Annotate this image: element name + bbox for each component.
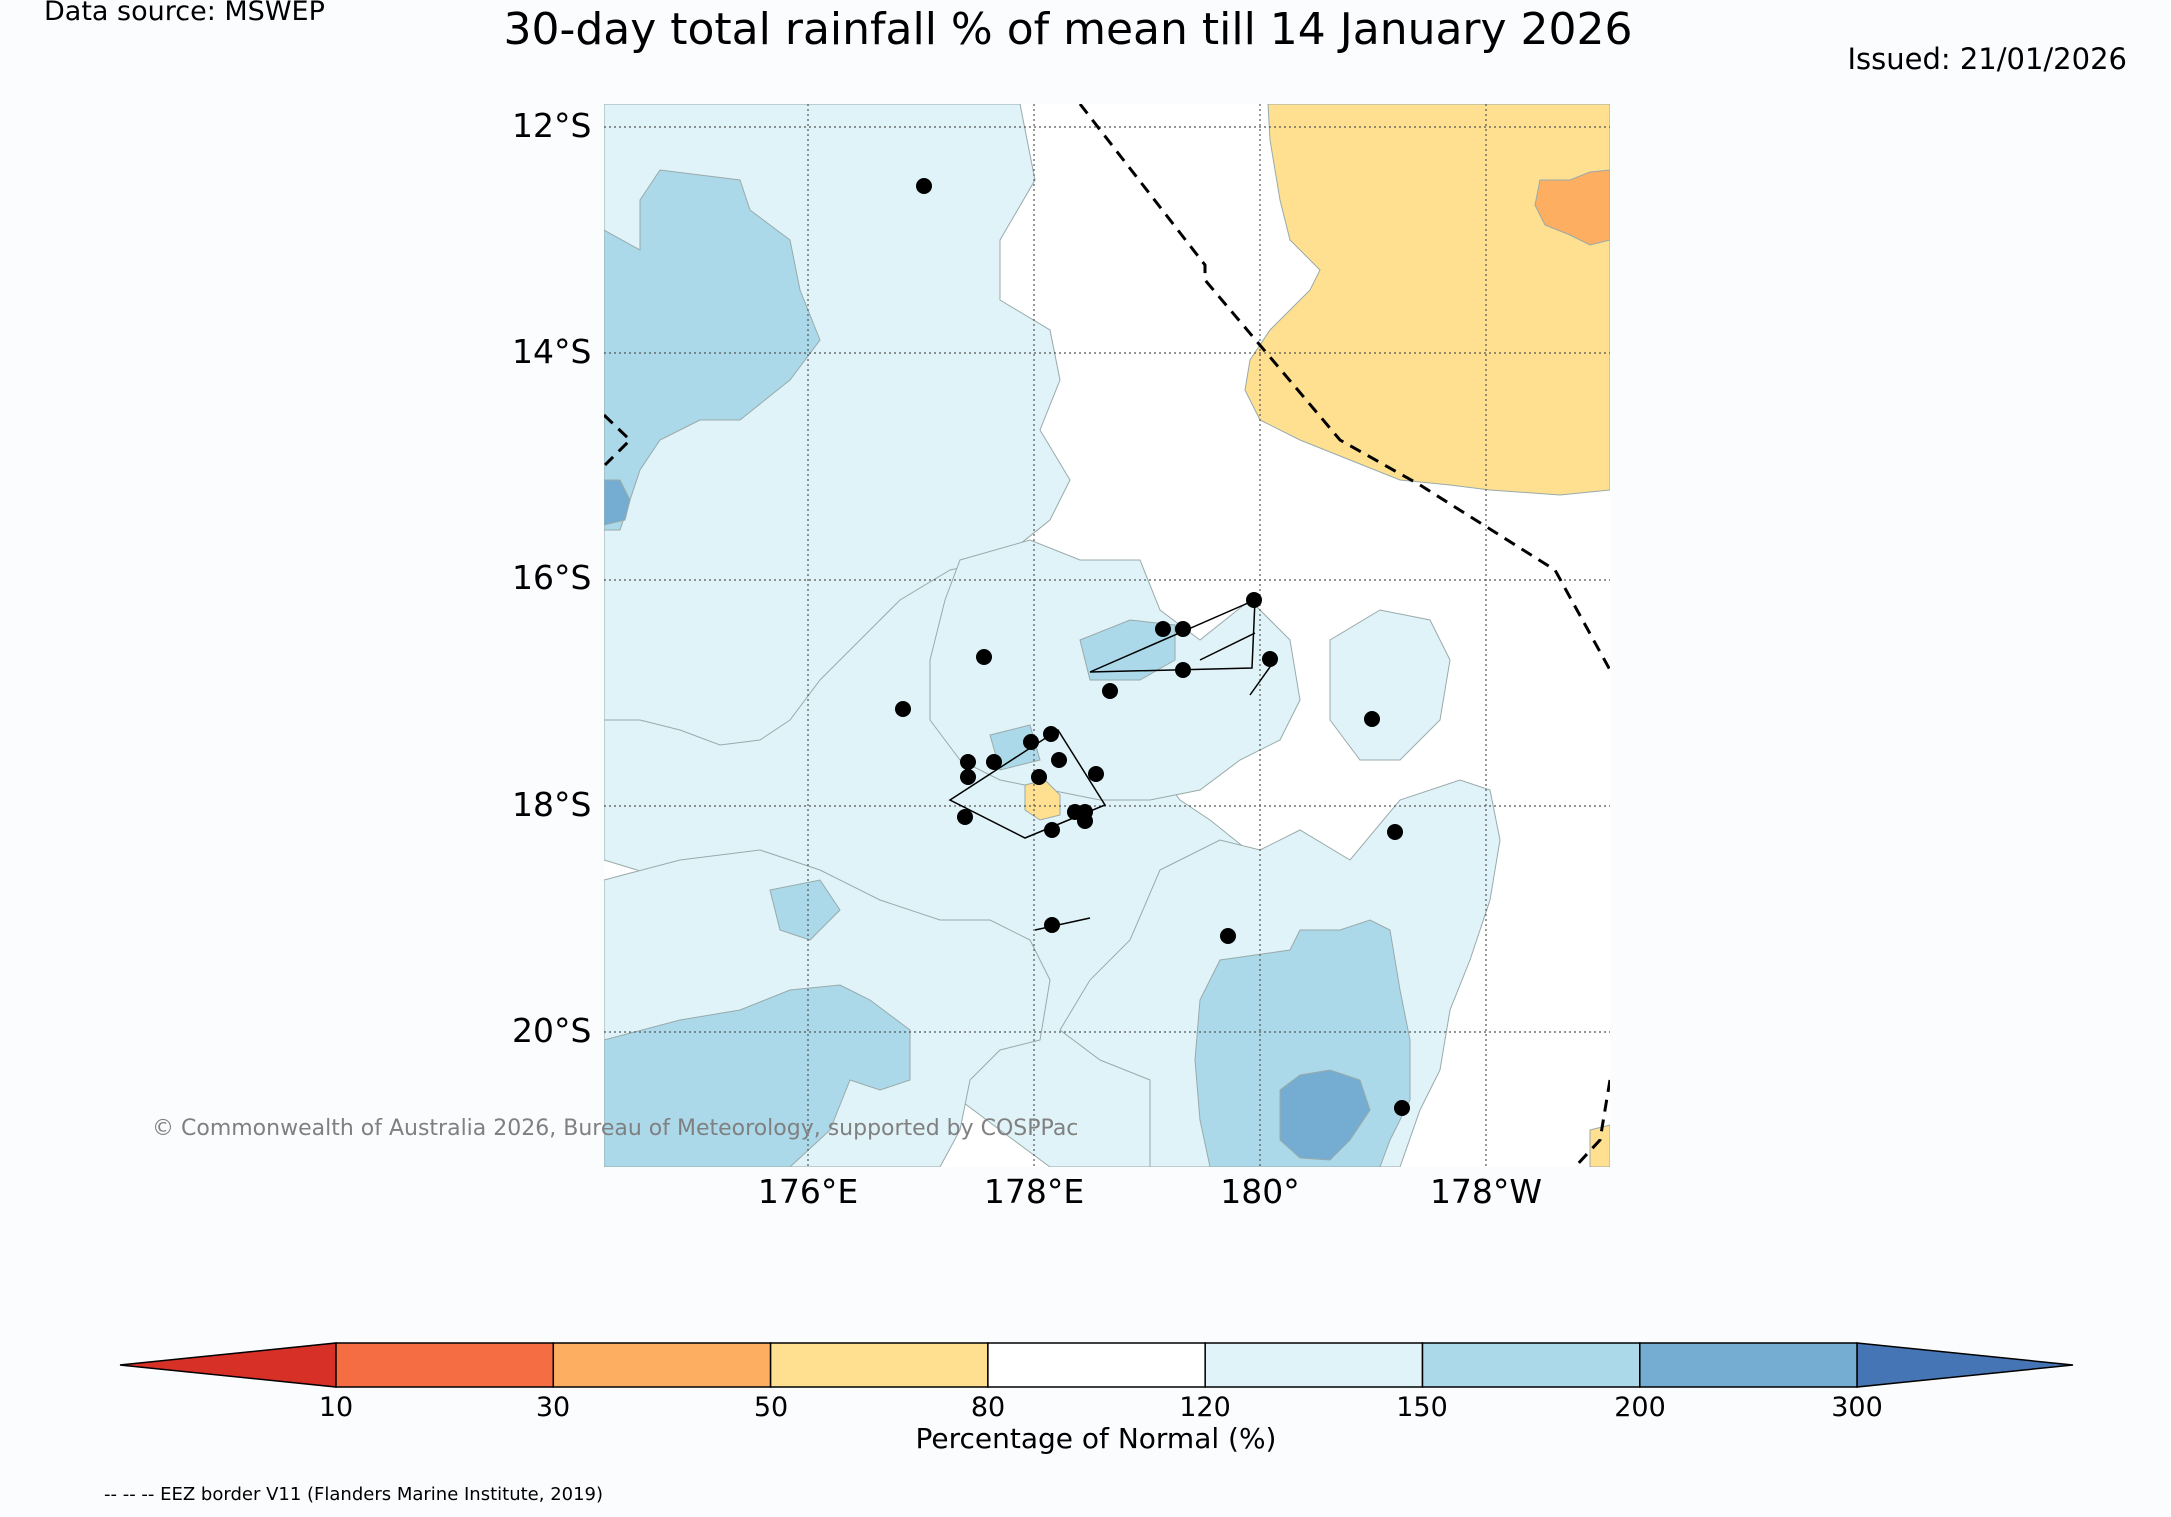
lon-label-180: 180° (1220, 1172, 1300, 1211)
lat-label-18s: 18°S (512, 785, 592, 824)
colorbar-tick: 150 (1396, 1392, 1448, 1423)
rain-region-200-300-west (604, 479, 631, 526)
colorbar-segment-120_150 (1204, 1342, 1424, 1388)
station-marker (916, 178, 932, 194)
station-marker (960, 769, 976, 785)
station-marker (1044, 917, 1060, 933)
rain-region-200-300-se (1279, 1069, 1371, 1161)
station-marker (1220, 928, 1236, 944)
colorbar-tick: 120 (1179, 1392, 1231, 1423)
rain-region-150-200-sw (604, 984, 911, 1167)
station-marker (976, 649, 992, 665)
lon-label-178w: 178°W (1429, 1172, 1543, 1211)
colorbar-tick: 300 (1831, 1392, 1883, 1423)
station-marker (1155, 621, 1171, 637)
colorbar-segment-30_50 (552, 1342, 772, 1388)
colorbar-extend-low (119, 1342, 337, 1388)
lat-label-14s: 14°S (512, 332, 592, 371)
colorbar-tick: 80 (970, 1392, 1006, 1423)
station-marker (1051, 752, 1067, 768)
colorbar-segment-50_80 (769, 1342, 989, 1388)
rain-region-150-200-south-islet (769, 879, 841, 941)
station-markers (895, 178, 1410, 1116)
station-marker (1088, 766, 1104, 782)
rain-region-50-80-ne (1244, 104, 1610, 496)
eez-border (604, 104, 1610, 1167)
copyright-notice: © Commonwealth of Australia 2026, Bureau… (152, 1116, 1079, 1141)
station-marker (895, 701, 911, 717)
rain-region-150-200-central (1079, 619, 1176, 681)
lon-label-176e: 176°E (757, 1172, 859, 1211)
station-marker (1102, 683, 1118, 699)
colorbar-segment-150_200 (1421, 1342, 1641, 1388)
station-marker (960, 754, 976, 770)
rain-region-120-150-east (1329, 609, 1451, 761)
graticule (604, 104, 1610, 1167)
lon-label-178e: 178°E (983, 1172, 1085, 1211)
station-marker (1394, 1100, 1410, 1116)
colorbar-segment-80_120 (987, 1342, 1206, 1388)
station-marker (1077, 813, 1093, 829)
station-marker (1175, 662, 1191, 678)
station-marker (1387, 824, 1403, 840)
lat-label-16s: 16°S (512, 558, 592, 597)
station-marker (957, 809, 973, 825)
rain-region-30-50-ne (1534, 169, 1610, 246)
colorbar-tick: 200 (1614, 1392, 1666, 1423)
station-marker (1364, 711, 1380, 727)
station-marker (1044, 822, 1060, 838)
station-marker (986, 754, 1002, 770)
eez-legend-note: -- -- -- EEZ border V11 (Flanders Marine… (104, 1484, 604, 1505)
colorbar-extend-high (1856, 1342, 2074, 1388)
colorbar-tick: 30 (535, 1392, 571, 1423)
station-marker (1031, 769, 1047, 785)
colorbar-label: Percentage of Normal (%) (915, 1422, 1277, 1455)
station-marker (1043, 726, 1059, 742)
lat-label-12s: 12°S (512, 106, 592, 145)
lat-label-20s: 20°S (512, 1011, 592, 1050)
colorbar-tick: 50 (753, 1392, 789, 1423)
island-outlines (948, 598, 1276, 931)
colorbar-segment-10_30 (335, 1342, 555, 1388)
data-source-label: Data source: MSWEP (44, 0, 325, 27)
station-marker (1262, 651, 1278, 667)
issued-date: Issued: 21/01/2026 (1847, 42, 2127, 76)
colorbar-tick: 10 (318, 1392, 354, 1423)
station-marker (1246, 592, 1262, 608)
station-marker (1023, 734, 1039, 750)
chart-title: 30-day total rainfall % of mean till 14 … (503, 4, 1633, 55)
colorbar-segment-200_300 (1639, 1342, 1858, 1388)
station-marker (1175, 621, 1191, 637)
rain-region-150-200-west (604, 169, 821, 531)
